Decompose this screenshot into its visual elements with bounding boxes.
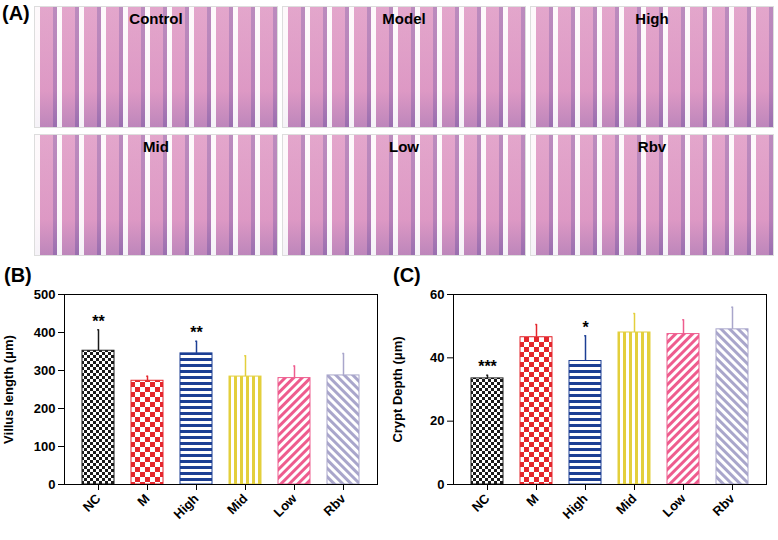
svg-text:Rbv: Rbv bbox=[710, 490, 739, 519]
svg-text:40: 40 bbox=[430, 350, 444, 365]
html-text:(B): (B) bbox=[4, 264, 32, 286]
svg-text:100: 100 bbox=[34, 439, 56, 454]
svg-text:*: * bbox=[582, 319, 589, 336]
svg-text:**: ** bbox=[92, 313, 105, 330]
html-text:Rbv: Rbv bbox=[637, 138, 667, 155]
html-text:Mid: Mid bbox=[143, 138, 169, 155]
svg-text:Crypt Depth (μm): Crypt Depth (μm) bbox=[390, 336, 405, 442]
svg-text:Mid: Mid bbox=[224, 491, 250, 517]
svg-text:High: High bbox=[560, 491, 591, 522]
svg-text:Rbv: Rbv bbox=[321, 490, 350, 519]
svg-text:300: 300 bbox=[34, 363, 56, 378]
svg-text:200: 200 bbox=[34, 401, 56, 416]
html-text:Low: Low bbox=[389, 138, 419, 155]
svg-text:M: M bbox=[134, 491, 152, 509]
html-text:High: High bbox=[635, 10, 669, 27]
svg-text:Low: Low bbox=[660, 490, 690, 520]
svg-text:NC: NC bbox=[80, 490, 104, 514]
svg-text:***: *** bbox=[478, 358, 497, 375]
html-text:Control: Control bbox=[129, 10, 183, 27]
svg-text:20: 20 bbox=[430, 413, 444, 428]
html-text:Model: Model bbox=[382, 10, 426, 27]
svg-text:0: 0 bbox=[437, 477, 444, 492]
svg-text:Low: Low bbox=[271, 490, 301, 520]
svg-text:500: 500 bbox=[34, 287, 56, 302]
html-text:(A): (A) bbox=[2, 2, 30, 24]
svg-text:Mid: Mid bbox=[613, 491, 639, 517]
svg-text:High: High bbox=[171, 491, 202, 522]
html-text:(C): (C) bbox=[393, 264, 421, 286]
svg-text:0: 0 bbox=[48, 477, 55, 492]
svg-text:60: 60 bbox=[430, 287, 444, 302]
svg-text:**: ** bbox=[190, 324, 203, 341]
svg-text:M: M bbox=[523, 491, 541, 509]
svg-text:400: 400 bbox=[34, 325, 56, 340]
svg-text:NC: NC bbox=[469, 490, 493, 514]
svg-text:Villus length (μm): Villus length (μm) bbox=[1, 335, 16, 444]
